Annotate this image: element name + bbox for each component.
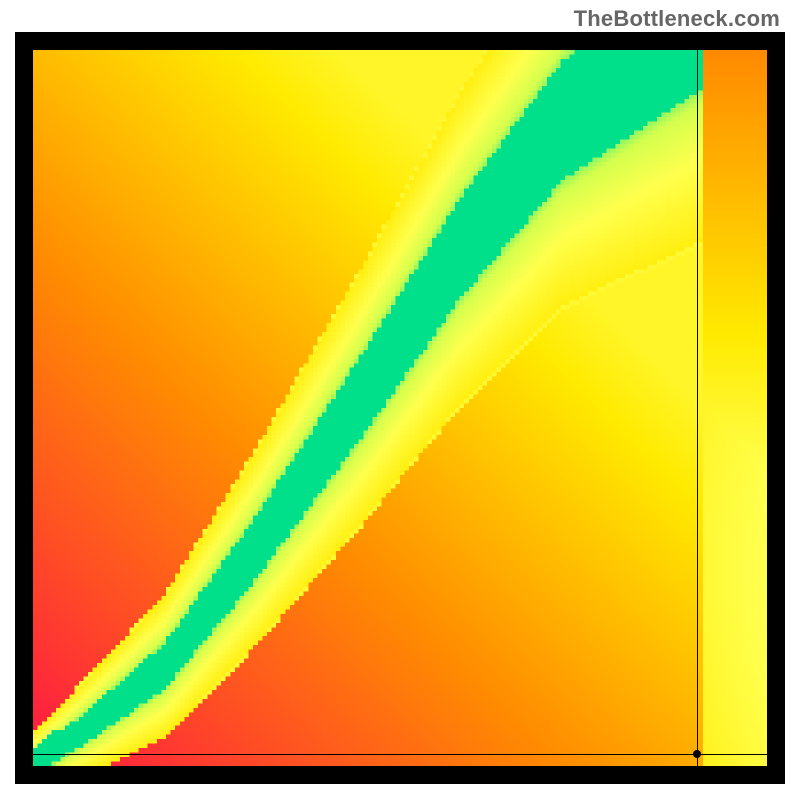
chart-frame bbox=[15, 32, 785, 784]
bottleneck-heatmap bbox=[33, 50, 767, 766]
image-root: TheBottleneck.com bbox=[0, 0, 800, 800]
watermark-text: TheBottleneck.com bbox=[574, 6, 780, 32]
